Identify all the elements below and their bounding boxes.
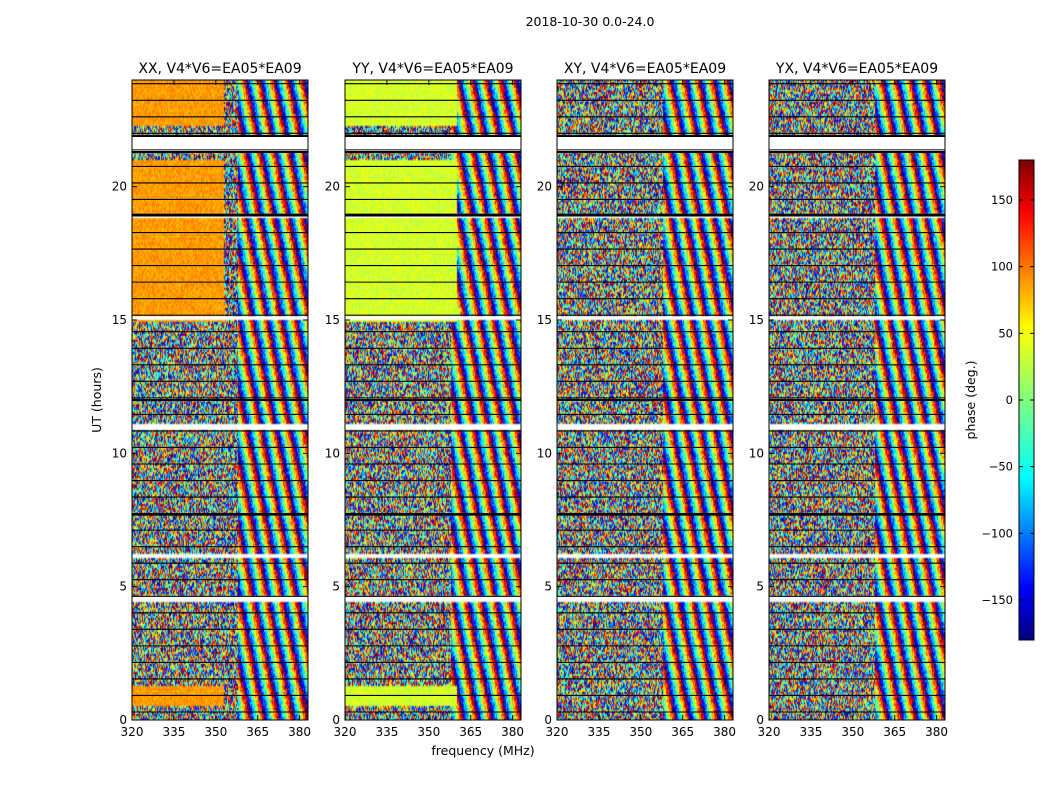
- colorbar-tick-label: −150: [981, 593, 1013, 607]
- x-tick-label: 365: [671, 725, 694, 739]
- y-tick-label: 20: [112, 180, 127, 194]
- panel-frame: [556, 79, 734, 721]
- x-tick-label: 350: [629, 725, 652, 739]
- y-tick-label: 5: [332, 580, 340, 594]
- x-tick-label: 350: [417, 725, 440, 739]
- panel-3: XY, V4*V6=EA05*EA09 320 335 350 365 380 0 5 10 15…: [537, 61, 736, 739]
- x-tick-label: 365: [883, 725, 906, 739]
- y-axis-label: UT (hours): [89, 367, 104, 433]
- panel-2: YY, V4*V6=EA05*EA09 320 335 350 365 380 0 5 10 15…: [325, 61, 524, 739]
- panel-frame: [768, 79, 946, 721]
- y-tick-label: 10: [537, 446, 552, 460]
- x-tick-label: 350: [841, 725, 864, 739]
- panel-title: YY, V4*V6=EA05*EA09: [351, 61, 513, 77]
- heatmap-panels: XX, V4*V6=EA05*EA09 320 335 350 365 380 0 5 10 15…: [112, 61, 948, 739]
- y-tick-label: 10: [749, 446, 764, 460]
- x-axis-label: frequency (MHz): [431, 743, 534, 758]
- colorbar-tick-label: 0: [1006, 393, 1013, 407]
- colorbar-label: phase (deg.): [963, 361, 978, 440]
- y-tick-label: 10: [325, 446, 340, 460]
- y-tick-label: 20: [325, 180, 340, 194]
- x-tick-label: 320: [758, 725, 781, 739]
- y-tick-label: 15: [325, 313, 340, 327]
- colorbar-tick-label: −50: [989, 460, 1013, 474]
- y-tick-label: 10: [112, 446, 127, 460]
- y-tick-label: 20: [749, 180, 764, 194]
- panel-frame: [344, 79, 522, 721]
- y-tick-label: 0: [119, 713, 127, 727]
- y-tick-label: 20: [537, 180, 552, 194]
- x-tick-label: 320: [121, 725, 144, 739]
- x-tick-label: 350: [204, 725, 227, 739]
- figure-title: 2018-10-30 0.0-24.0: [526, 14, 655, 29]
- panel-title: XY, V4*V6=EA05*EA09: [564, 61, 726, 77]
- y-tick-label: 0: [756, 713, 764, 727]
- panel-4: YX, V4*V6=EA05*EA09 320 335 350 365 380 0 5 10 15…: [749, 61, 948, 739]
- x-tick-label: 365: [246, 725, 269, 739]
- x-tick-label: 320: [334, 725, 357, 739]
- x-tick-label: 335: [162, 725, 185, 739]
- x-tick-label: 335: [375, 725, 398, 739]
- x-tick-label: 380: [713, 725, 736, 739]
- x-tick-label: 335: [587, 725, 610, 739]
- y-tick-label: 15: [749, 313, 764, 327]
- colorbar-tick-label: −100: [981, 526, 1013, 540]
- panel-title: YX, V4*V6=EA05*EA09: [775, 61, 938, 77]
- y-tick-label: 15: [537, 313, 552, 327]
- y-tick-label: 0: [332, 713, 340, 727]
- panel-title: XX, V4*V6=EA05*EA09: [138, 61, 301, 77]
- panel-1: XX, V4*V6=EA05*EA09 320 335 350 365 380 0 5 10 15…: [112, 61, 311, 739]
- y-tick-label: 0: [544, 713, 552, 727]
- x-tick-label: 335: [799, 725, 822, 739]
- x-tick-label: 380: [501, 725, 524, 739]
- y-tick-label: 5: [544, 580, 552, 594]
- colorbar: phase (deg.) 150 100 50 0 −50 −100 −150: [963, 159, 1035, 641]
- x-tick-label: 365: [459, 725, 482, 739]
- y-tick-label: 5: [756, 580, 764, 594]
- y-tick-label: 5: [119, 580, 127, 594]
- x-tick-label: 380: [288, 725, 311, 739]
- colorbar-tick-label: 50: [998, 326, 1013, 340]
- panel-frame: [131, 79, 309, 721]
- colorbar-tick-label: 100: [991, 260, 1013, 274]
- x-tick-label: 320: [546, 725, 569, 739]
- x-tick-label: 380: [925, 725, 948, 739]
- y-tick-label: 15: [112, 313, 127, 327]
- colorbar-tick-label: 150: [991, 193, 1013, 207]
